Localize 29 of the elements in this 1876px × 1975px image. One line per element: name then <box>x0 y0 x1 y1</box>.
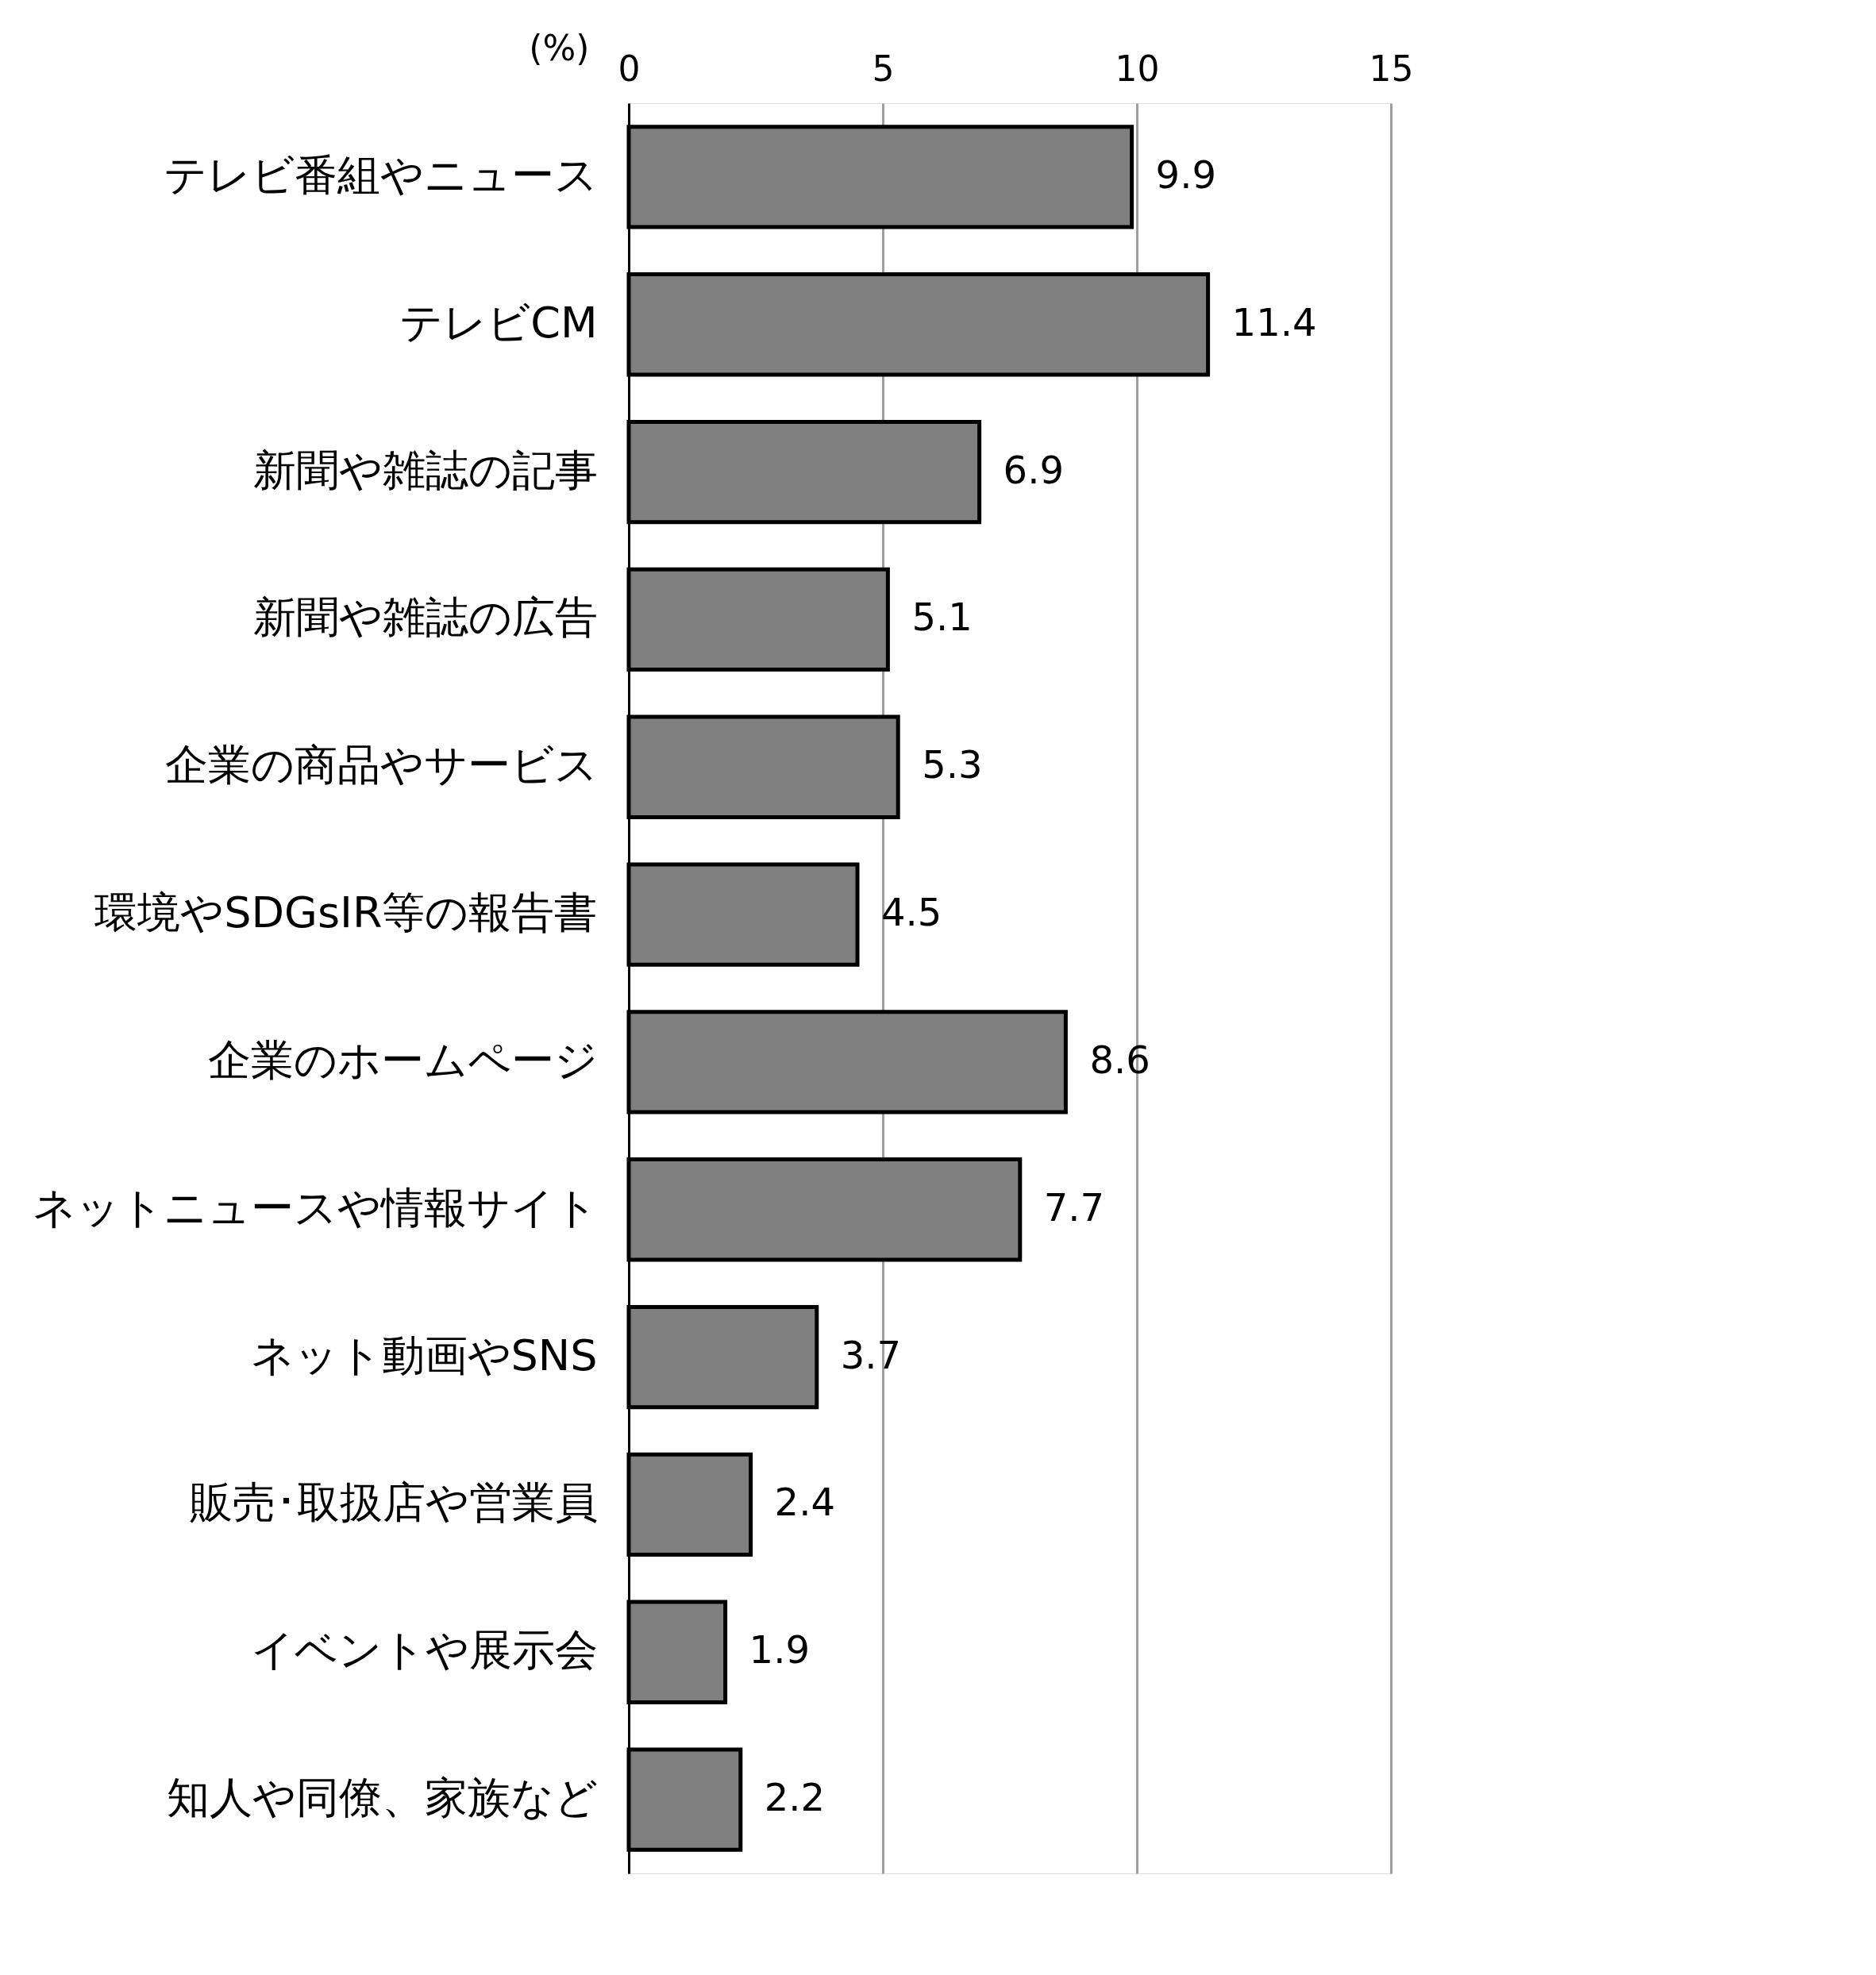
data-label: 11.4 <box>1231 299 1317 345</box>
y-tick-label: テレビ番組やニュース <box>163 149 598 200</box>
y-tick-label: 知人や同僚、家族など <box>166 1773 598 1823</box>
data-label: 6.9 <box>1003 447 1064 492</box>
y-tick-label: 新聞や雑誌の広告 <box>252 592 598 643</box>
data-label: 5.1 <box>911 595 973 640</box>
x-tick-label: 0 <box>618 48 641 89</box>
data-label: 8.6 <box>1089 1037 1150 1082</box>
y-tick-label: ネットニュースや情報サイト <box>32 1182 598 1233</box>
x-tick-label: 15 <box>1369 48 1414 89</box>
y-tick-label: イベントや展示会 <box>250 1625 598 1676</box>
data-label: 4.5 <box>881 890 942 935</box>
x-axis-title: (%) <box>529 27 590 68</box>
y-tick-label: 新聞や雑誌の記事 <box>252 445 598 495</box>
y-tick-label: 企業のホームページ <box>207 1034 598 1085</box>
y-tick-label: 企業の商品やサービス <box>164 740 598 791</box>
data-label: 3.7 <box>840 1332 902 1377</box>
y-tick-label: 販売･取扱店や営業員 <box>189 1477 598 1528</box>
y-tick-label: テレビCM <box>399 297 598 348</box>
data-label: 7.7 <box>1043 1184 1105 1230</box>
data-label: 9.9 <box>1155 152 1216 197</box>
data-label: 2.4 <box>774 1480 835 1525</box>
y-tick-label: 環境やSDGsIR等の報告書 <box>94 887 598 938</box>
data-label: 2.2 <box>764 1775 826 1820</box>
x-tick-label: 10 <box>1115 48 1160 89</box>
data-label: 5.3 <box>922 742 983 787</box>
x-tick-label: 5 <box>872 48 895 89</box>
y-tick-label: ネット動画やSNS <box>250 1330 598 1380</box>
data-label: 1.9 <box>749 1627 810 1673</box>
